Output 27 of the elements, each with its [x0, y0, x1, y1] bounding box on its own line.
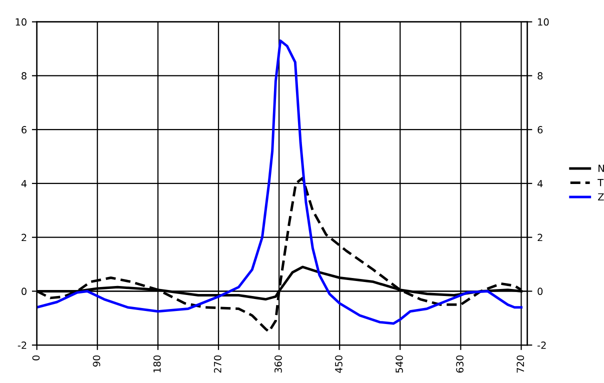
x-tick-label: 540: [396, 355, 403, 373]
y2-tick-label: 2: [538, 234, 542, 242]
y2-tick-label: -2: [537, 342, 546, 349]
y-tick-label: 10: [16, 18, 26, 26]
legend-label: T: [598, 179, 604, 186]
y2-tick-label: 10: [538, 18, 549, 26]
x-tick-label: 180: [153, 355, 161, 372]
y-tick-label: 4: [21, 180, 27, 188]
y-tick-label: 0: [22, 288, 26, 296]
x-tick-label: 270: [214, 355, 222, 373]
y-tick-label: 6: [22, 126, 27, 134]
x-tick-label: 720: [516, 355, 524, 373]
y-tick-label: 8: [22, 72, 26, 80]
y2-tick-label: 0: [538, 288, 543, 296]
x-tick-label: 90: [92, 355, 100, 367]
y-tick-label: -2: [18, 342, 26, 349]
x-tick-label: 0: [32, 355, 40, 360]
y2-tick-label: 4: [537, 180, 543, 188]
x-tick-label: 630: [456, 355, 464, 373]
line-series: [36, 39, 522, 325]
x-tick-label: 450: [335, 355, 342, 373]
x-tick-label: 360: [274, 355, 282, 373]
y2-tick-label: 6: [538, 126, 543, 134]
legend-label: N: [598, 164, 604, 172]
legend-label: Z: [598, 193, 604, 200]
y-tick-label: 2: [22, 234, 26, 242]
y2-tick-label: 8: [538, 72, 543, 80]
